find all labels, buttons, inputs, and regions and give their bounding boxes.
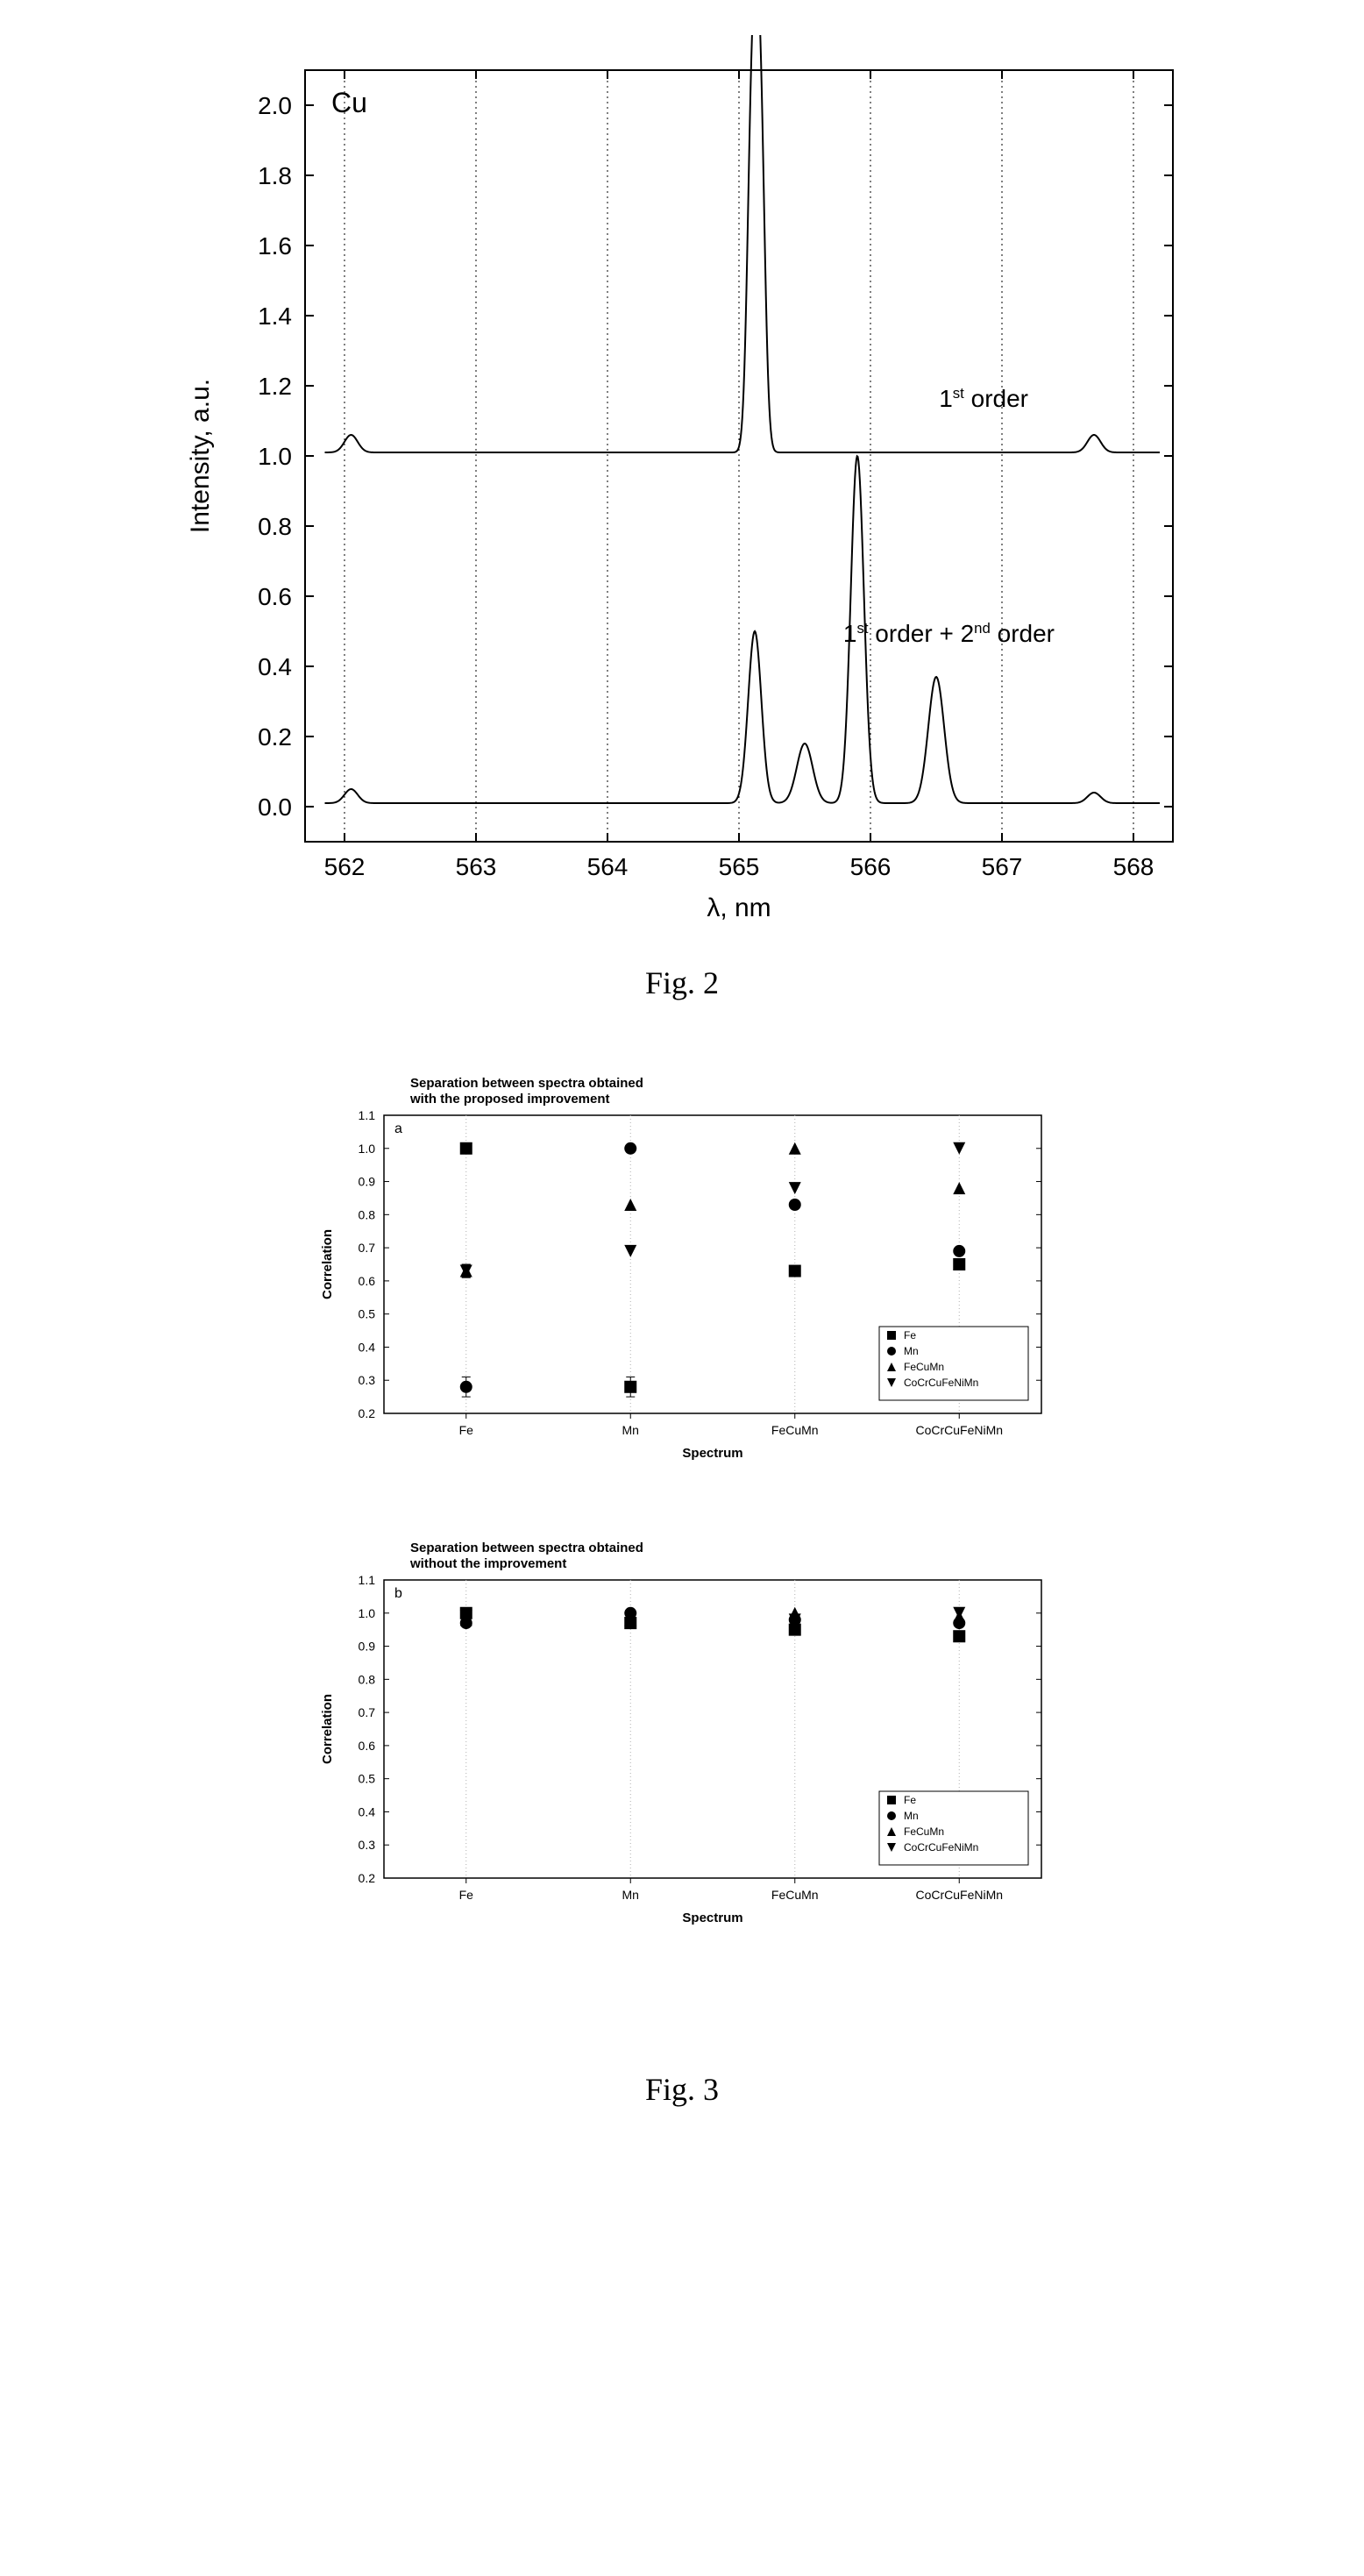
svg-text:1.0: 1.0 [359,1606,376,1620]
svg-text:FeCuMn: FeCuMn [771,1888,819,1902]
svg-text:566: 566 [850,853,892,880]
svg-text:564: 564 [587,853,629,880]
svg-text:562: 562 [324,853,366,880]
svg-text:0.2: 0.2 [258,723,292,751]
svg-text:FeCuMn: FeCuMn [771,1423,819,1437]
svg-text:0.7: 0.7 [359,1705,376,1719]
svg-text:Mn: Mn [622,1888,639,1902]
svg-text:a: a [394,1121,402,1136]
svg-text:Fe: Fe [904,1794,916,1806]
svg-text:1.0: 1.0 [258,443,292,470]
svg-text:0.2: 0.2 [359,1406,376,1420]
svg-text:Separation between spectra obt: Separation between spectra obtained [410,1076,643,1091]
svg-text:0.4: 0.4 [359,1340,376,1354]
svg-text:0.6: 0.6 [258,583,292,610]
svg-text:1.4: 1.4 [258,302,292,330]
svg-text:0.5: 0.5 [359,1772,376,1786]
svg-text:0.6: 0.6 [359,1274,376,1288]
svg-text:0.8: 0.8 [359,1672,376,1686]
svg-text:565: 565 [719,853,760,880]
svg-text:Intensity, a.u.: Intensity, a.u. [186,379,215,533]
svg-text:1.8: 1.8 [258,162,292,189]
svg-text:0.0: 0.0 [258,793,292,821]
svg-text:1.6: 1.6 [258,232,292,260]
svg-text:CoCrCuFeNiMn: CoCrCuFeNiMn [915,1423,1003,1437]
svg-text:with the proposed improvement: with the proposed improvement [409,1092,610,1107]
svg-text:1.1: 1.1 [359,1108,376,1122]
svg-text:Fe: Fe [459,1888,474,1902]
svg-text:1st order + 2nd order: 1st order + 2nd order [843,620,1055,647]
svg-text:0.7: 0.7 [359,1241,376,1255]
svg-text:0.4: 0.4 [258,653,292,680]
svg-text:Mn: Mn [904,1810,919,1822]
svg-text:Mn: Mn [622,1423,639,1437]
svg-text:Correlation: Correlation [320,1694,335,1764]
svg-text:567: 567 [982,853,1023,880]
svg-text:Fe: Fe [459,1423,474,1437]
svg-text:Spectrum: Spectrum [682,1911,742,1925]
figure-3: Separation between spectra obtainedwith … [35,1054,1329,2108]
fig3-chart: Separation between spectra obtainedwith … [288,1054,1076,2018]
svg-text:1.0: 1.0 [359,1142,376,1156]
svg-text:CoCrCuFeNiMn: CoCrCuFeNiMn [915,1888,1003,1902]
svg-text:FeCuMn: FeCuMn [904,1361,944,1373]
svg-text:0.9: 0.9 [359,1175,376,1189]
svg-text:CoCrCuFeNiMn: CoCrCuFeNiMn [904,1377,978,1389]
svg-text:Separation between spectra obt: Separation between spectra obtained [410,1541,643,1555]
svg-text:CoCrCuFeNiMn: CoCrCuFeNiMn [904,1841,978,1854]
svg-text:0.6: 0.6 [359,1739,376,1753]
svg-text:563: 563 [456,853,497,880]
svg-text:0.3: 0.3 [359,1373,376,1387]
fig2-chart: 562 563 564 565 566 567 568 0.0 0.2 0.4 0.6 0.8 1.0 1… [156,35,1208,956]
svg-text:568: 568 [1113,853,1154,880]
svg-text:Cu: Cu [331,87,367,118]
fig3-caption: Fig. 3 [35,2071,1329,2108]
svg-text:0.2: 0.2 [359,1871,376,1885]
svg-text:1st order: 1st order [939,385,1028,412]
svg-text:0.3: 0.3 [359,1838,376,1852]
svg-text:Fe: Fe [904,1329,916,1341]
svg-text:FeCuMn: FeCuMn [904,1825,944,1838]
svg-text:0.9: 0.9 [359,1640,376,1654]
svg-text:λ, nm: λ, nm [707,893,771,922]
svg-text:1.2: 1.2 [258,373,292,400]
fig2-caption: Fig. 2 [35,964,1329,1001]
svg-text:0.4: 0.4 [359,1804,376,1818]
svg-text:1.1: 1.1 [359,1573,376,1587]
svg-text:0.8: 0.8 [359,1207,376,1221]
svg-text:without the improvement: without the improvement [409,1556,566,1571]
figure-2: 562 563 564 565 566 567 568 0.0 0.2 0.4 0.6 0.8 1.0 1… [35,35,1329,1001]
svg-text:Mn: Mn [904,1345,919,1357]
svg-text:2.0: 2.0 [258,92,292,119]
svg-text:0.8: 0.8 [258,513,292,540]
svg-text:Spectrum: Spectrum [682,1446,742,1461]
svg-text:Correlation: Correlation [320,1229,335,1299]
svg-text:0.5: 0.5 [359,1307,376,1321]
svg-text:b: b [394,1586,402,1601]
